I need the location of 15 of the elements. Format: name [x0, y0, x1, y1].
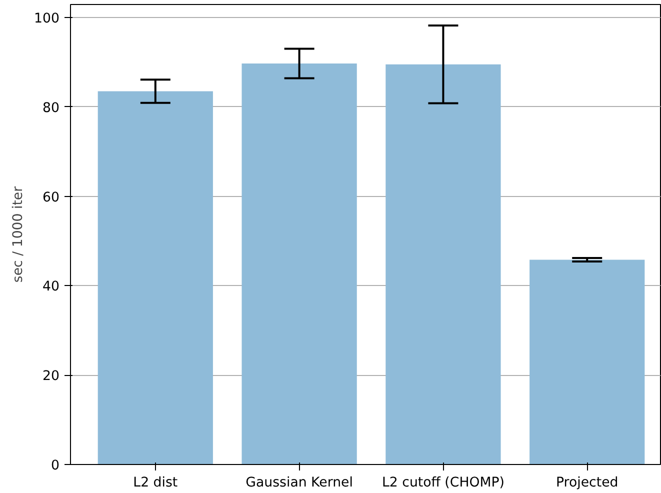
- bar: [98, 91, 213, 464]
- y-tick-label: 0: [51, 458, 60, 474]
- x-tick-label: L2 cutoff (CHOMP): [382, 476, 504, 490]
- y-tick-label: 60: [42, 190, 60, 206]
- x-tick-label: Projected: [556, 476, 618, 490]
- bar: [386, 64, 501, 464]
- x-tick-label: L2 dist: [133, 476, 178, 490]
- y-tick-label: 40: [42, 280, 60, 295]
- y-axis-title: sec / 1000 iter: [11, 186, 26, 283]
- bar: [530, 260, 645, 464]
- y-tick-label: 100: [34, 11, 60, 26]
- y-tick-label: 20: [42, 369, 60, 384]
- y-tick-label: 80: [42, 100, 60, 116]
- x-tick-label: Gaussian Kernel: [246, 476, 353, 490]
- bar: [242, 64, 357, 464]
